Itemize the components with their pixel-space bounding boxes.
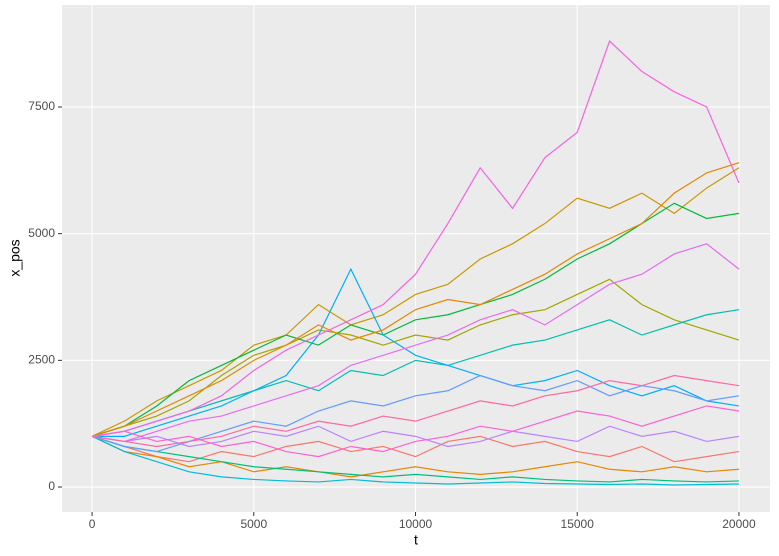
y-tick-label: 2500: [28, 353, 55, 367]
series-line: [91, 425, 740, 448]
series-line: [91, 40, 740, 437]
series-line: [91, 435, 739, 478]
series-line: [92, 267, 740, 437]
y-axis-title: x_pos: [7, 239, 23, 276]
series-line: [91, 167, 740, 437]
series-line: [91, 374, 740, 448]
series-line: [91, 243, 740, 443]
y-tick-label: 0: [48, 479, 55, 493]
x-tick-label: 0: [89, 517, 96, 531]
x-tick-label: 15000: [561, 517, 595, 531]
y-tick-label: 7500: [28, 99, 55, 113]
series-line: [91, 202, 740, 437]
series-line: [91, 162, 740, 437]
series-line: [91, 435, 739, 483]
y-tick-label: 5000: [28, 226, 55, 240]
series-line: [91, 278, 740, 437]
series-line: [91, 374, 740, 453]
x-tick-label: 10000: [399, 517, 433, 531]
x-tick-label: 20000: [722, 517, 756, 531]
series-line: [91, 435, 739, 486]
x-tick-label: 5000: [240, 517, 267, 531]
series-line: [91, 309, 740, 437]
x-axis-title: t: [414, 532, 418, 548]
